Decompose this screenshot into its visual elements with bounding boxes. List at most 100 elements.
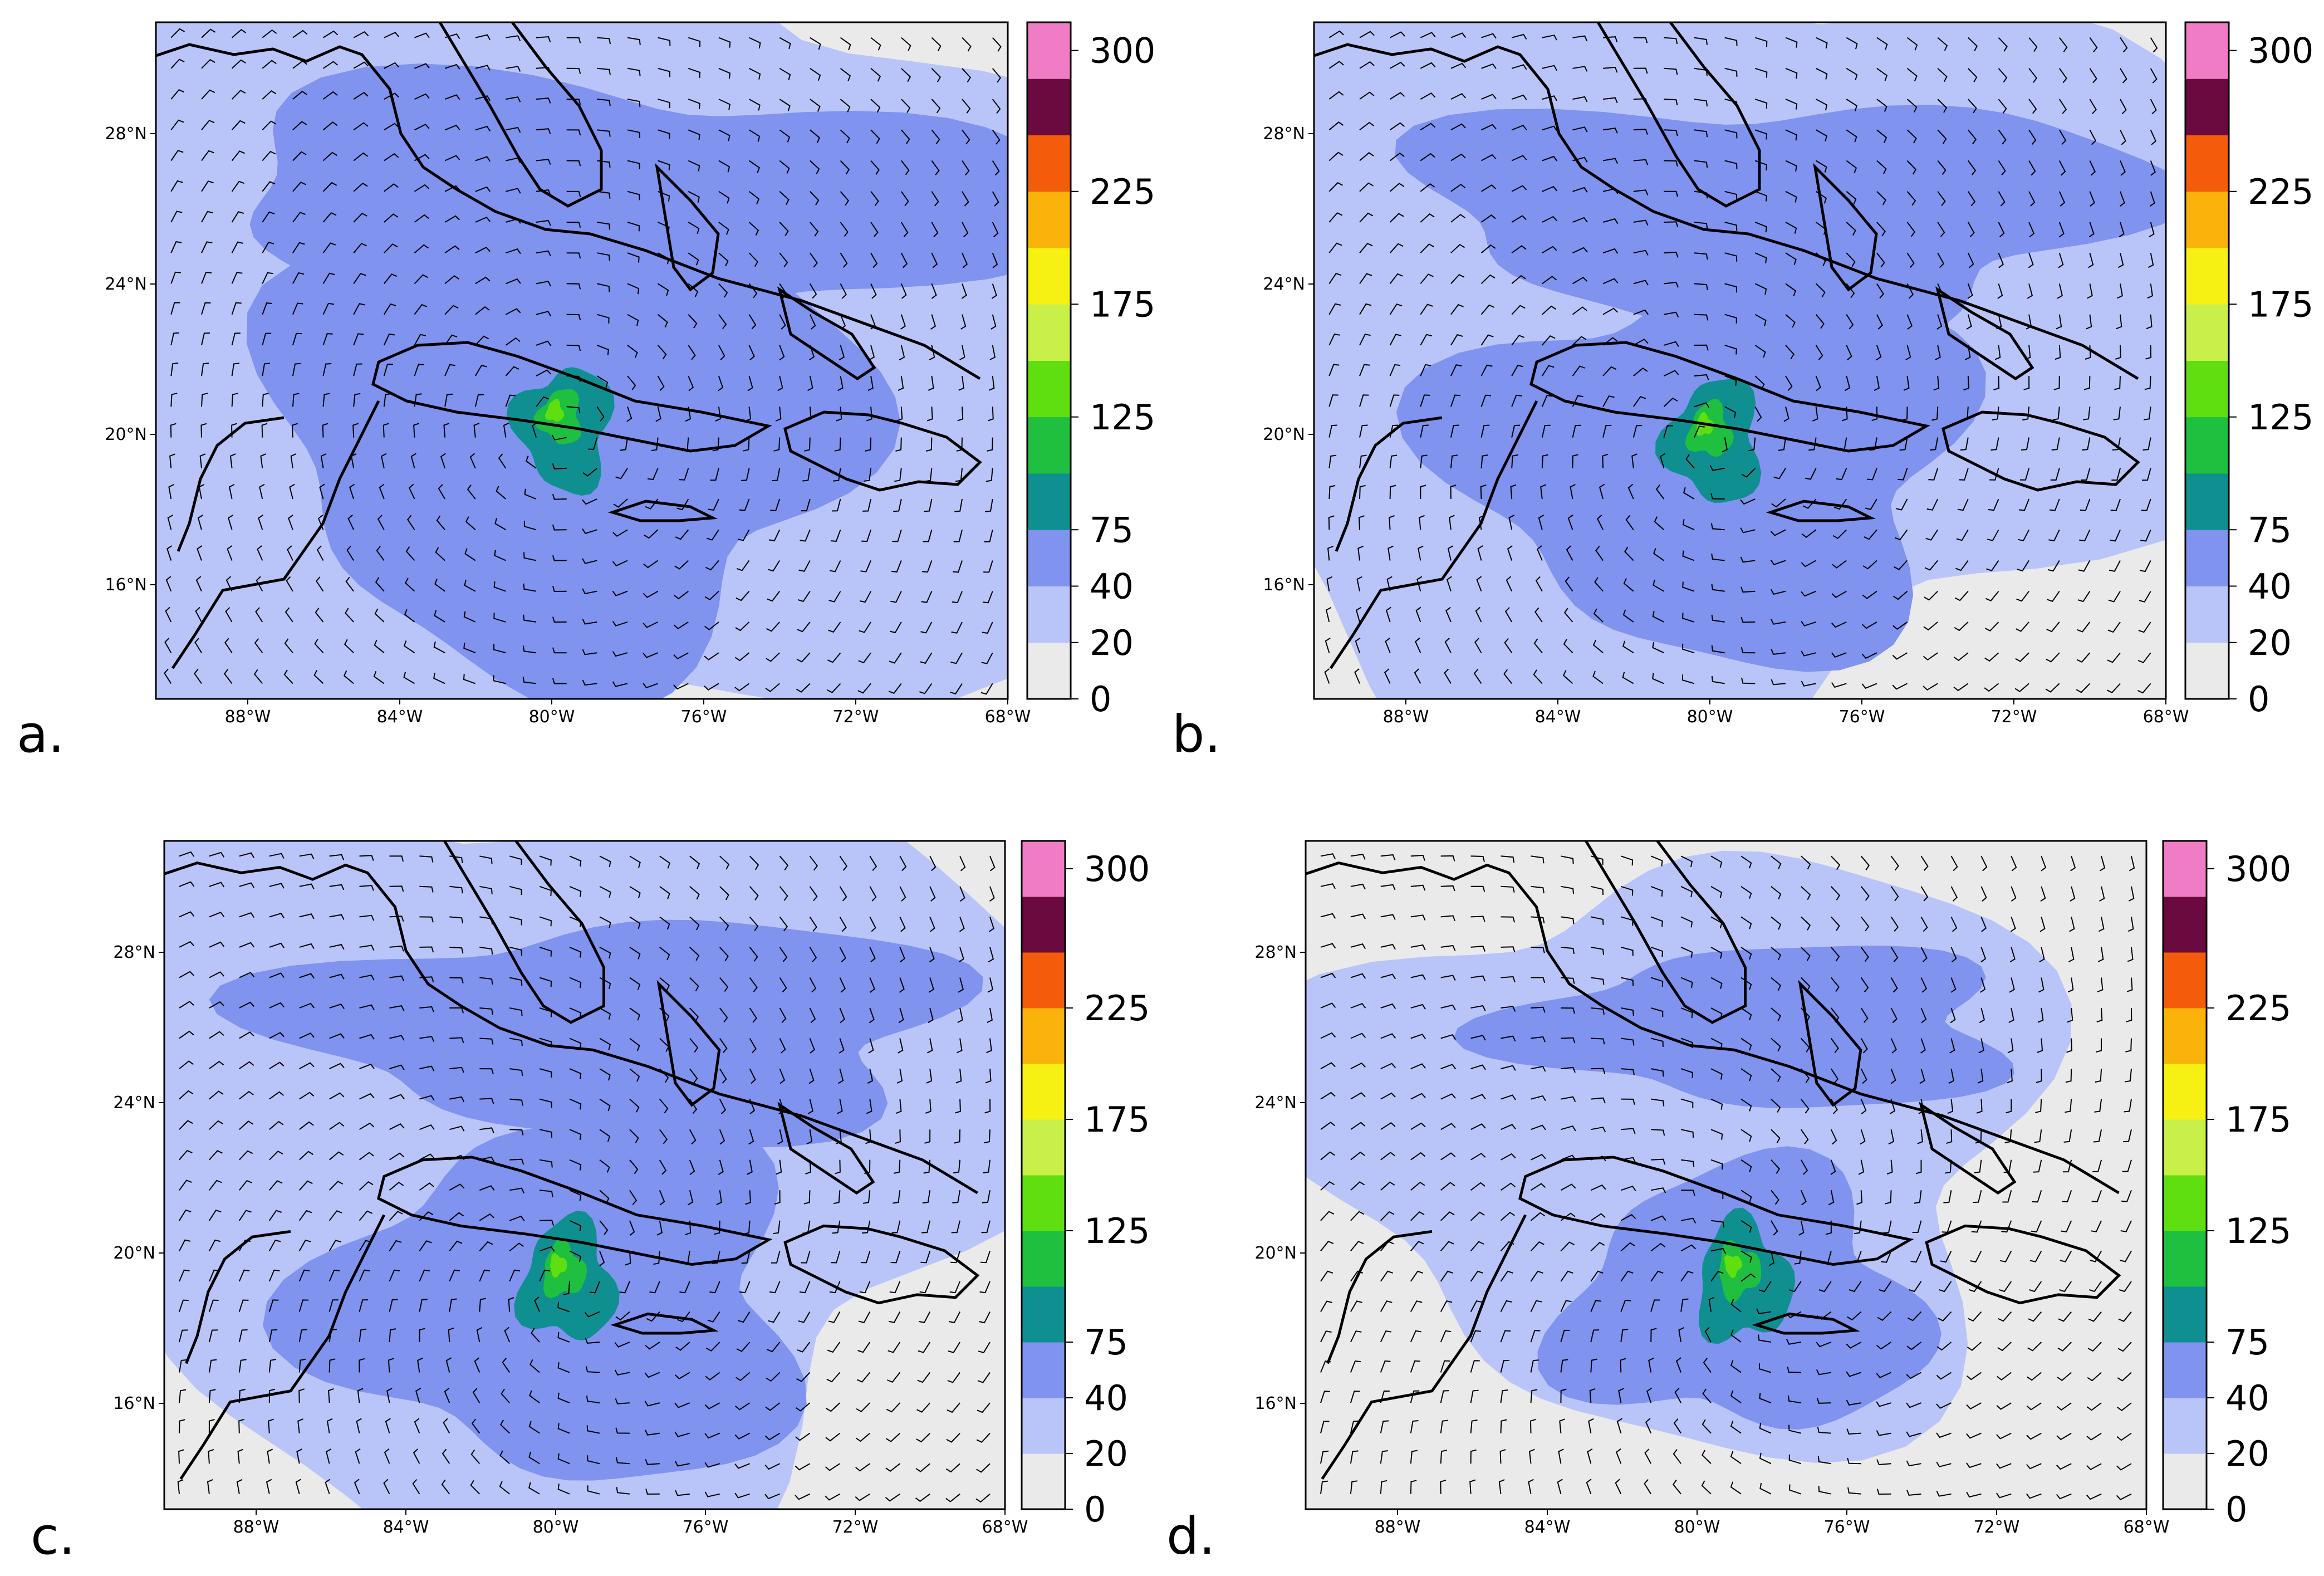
wind-barb <box>374 608 385 623</box>
wind-barb <box>1654 516 1665 531</box>
wind-barb <box>231 211 244 223</box>
colorbar-segment <box>2185 530 2229 586</box>
wind-barb <box>479 1007 493 1015</box>
wind-barb <box>1997 1372 2012 1381</box>
wind-barb <box>2117 1372 2132 1382</box>
wind-barb <box>569 977 582 988</box>
wind-barb <box>566 283 581 290</box>
wind-barb <box>353 333 364 346</box>
wind-barb <box>1740 586 1756 593</box>
wind-barb <box>893 498 902 512</box>
wind-barb <box>2110 529 2121 542</box>
wind-barb <box>887 1372 901 1383</box>
wind-barb <box>1709 465 1725 471</box>
wind-barb <box>208 1389 216 1403</box>
wind-barb <box>1998 99 2007 114</box>
wind-barb <box>322 151 337 161</box>
wind-barb <box>1906 191 1916 206</box>
wind-barb <box>1740 1037 1752 1051</box>
wind-barb <box>959 345 965 360</box>
wind-barb <box>1801 590 1816 597</box>
wind-barb <box>1680 946 1693 958</box>
wind-barb <box>1754 314 1767 326</box>
wind-barb <box>1801 681 1816 687</box>
wind-barb <box>1770 589 1786 595</box>
colorbar-segment <box>2163 897 2207 953</box>
wind-barb <box>986 1038 992 1054</box>
wind-barb <box>566 344 581 351</box>
wind-barb <box>329 1181 344 1191</box>
wind-barb <box>1998 191 2006 207</box>
wind-barb <box>889 652 902 664</box>
wind-barb <box>840 252 848 268</box>
wind-barb <box>629 1098 640 1113</box>
wind-barb <box>262 363 271 376</box>
wind-barb <box>924 498 933 512</box>
wind-barb <box>892 530 902 542</box>
wind-barb <box>659 1098 669 1114</box>
wind-barb <box>2046 652 2060 663</box>
wind-barb <box>1923 621 1938 631</box>
wind-barb <box>1621 1128 1636 1134</box>
wind-barb <box>1380 1211 1395 1221</box>
wind-barb <box>463 611 476 623</box>
wind-barb <box>2076 683 2091 693</box>
wind-barb <box>237 1448 244 1464</box>
wind-barbs <box>177 851 996 1503</box>
wind-barb <box>2086 1432 2102 1441</box>
wind-barb <box>597 222 611 230</box>
wind-barb <box>1450 123 1466 131</box>
wind-barb <box>687 1190 694 1206</box>
lat-tick-label: 24°N <box>1254 1093 1297 1113</box>
colorbar-tick-label: 0 <box>1090 679 1111 720</box>
wind-barb <box>1920 1007 1927 1024</box>
wind-barb <box>989 855 996 872</box>
wind-barb <box>860 1251 871 1264</box>
wind-barb <box>929 886 936 902</box>
wind-barb <box>1591 977 1605 985</box>
wind-barb <box>629 1190 638 1205</box>
wind-barb <box>201 58 215 69</box>
wind-barb <box>1541 454 1548 468</box>
wind-barb <box>736 591 750 601</box>
wind-barb <box>1470 1241 1484 1252</box>
wind-barb <box>523 521 537 531</box>
wind-barb <box>859 591 871 603</box>
wind-barb <box>627 222 640 232</box>
wind-barb <box>688 129 700 140</box>
wind-barb <box>1320 1330 1332 1343</box>
wind-barb <box>928 977 934 993</box>
wind-barb <box>890 1251 901 1264</box>
wind-barb <box>809 1038 816 1054</box>
wind-barb <box>1652 610 1664 623</box>
wind-barb <box>809 283 817 299</box>
wind-barb <box>992 160 1000 176</box>
wind-barb <box>1754 283 1767 295</box>
wind-barb <box>499 1450 510 1464</box>
wind-barb <box>1350 1391 1360 1403</box>
wind-barb <box>869 1007 875 1024</box>
wind-barb <box>596 344 609 355</box>
wind-barb <box>1906 314 1913 330</box>
wind-barb <box>2062 1190 2072 1203</box>
wind-barb <box>167 515 173 530</box>
wind-barb <box>1936 1402 1952 1409</box>
lon-tick-label: 84°W <box>383 1518 429 1537</box>
wind-barb <box>1917 1129 1923 1144</box>
wind-barb <box>1420 424 1429 438</box>
wind-barb <box>627 99 641 107</box>
wind-barb <box>901 37 911 51</box>
wind-barb <box>1771 498 1786 508</box>
wind-barb <box>1320 1421 1330 1433</box>
wind-barb <box>1860 947 1869 962</box>
wind-barb <box>1650 977 1664 987</box>
wind-barb <box>566 252 581 259</box>
wind-barb <box>866 407 872 422</box>
wind-barb <box>2028 1311 2042 1322</box>
wind-barb <box>1979 1007 1985 1024</box>
wind-barb <box>525 456 537 469</box>
wind-barb <box>643 621 659 628</box>
wind-barb <box>2058 129 2067 145</box>
wind-barb <box>919 683 933 694</box>
wind-barb <box>898 1038 904 1054</box>
